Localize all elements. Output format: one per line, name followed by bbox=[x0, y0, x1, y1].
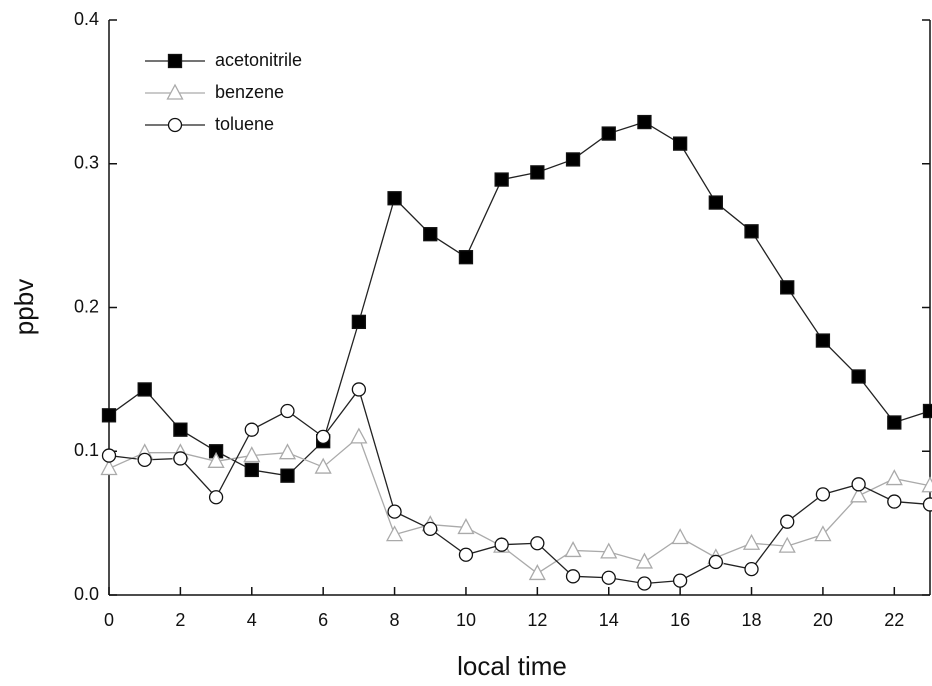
x-tick-label: 4 bbox=[247, 610, 257, 630]
marker bbox=[780, 514, 795, 529]
marker bbox=[137, 382, 152, 397]
marker bbox=[850, 486, 868, 503]
marker bbox=[494, 537, 509, 552]
x-tick-label: 14 bbox=[599, 610, 619, 630]
marker bbox=[887, 415, 902, 430]
y-axis-label: ppbv bbox=[9, 279, 39, 335]
marker bbox=[815, 333, 831, 348]
legend-marker bbox=[166, 83, 184, 100]
legend-label: acetonitrile bbox=[215, 50, 302, 70]
marker bbox=[173, 422, 188, 437]
marker bbox=[744, 561, 759, 577]
y-tick-label: 0.2 bbox=[74, 296, 99, 316]
series-line bbox=[108, 388, 931, 585]
y-tick-label: 0.4 bbox=[74, 9, 99, 29]
marker bbox=[173, 451, 188, 466]
marker bbox=[351, 382, 367, 397]
marker bbox=[423, 521, 438, 537]
marker bbox=[744, 224, 759, 239]
legend-marker bbox=[167, 117, 183, 133]
marker bbox=[814, 525, 832, 542]
marker bbox=[851, 369, 866, 384]
marker bbox=[101, 448, 117, 463]
marker bbox=[530, 165, 545, 180]
x-tick-label: 10 bbox=[456, 610, 476, 630]
marker bbox=[885, 469, 903, 486]
marker bbox=[778, 536, 796, 553]
marker bbox=[851, 477, 866, 492]
y-tick-label: 0.0 bbox=[74, 584, 99, 604]
marker bbox=[458, 547, 474, 562]
x-tick-label: 8 bbox=[390, 610, 400, 630]
marker bbox=[387, 191, 402, 206]
marker bbox=[565, 569, 581, 584]
marker bbox=[815, 487, 831, 502]
legend-label: toluene bbox=[215, 114, 274, 134]
marker bbox=[316, 429, 331, 445]
marker bbox=[601, 570, 616, 585]
marker bbox=[637, 576, 652, 591]
marker bbox=[637, 114, 652, 130]
marker bbox=[672, 136, 688, 151]
x-tick-label: 22 bbox=[884, 610, 904, 630]
marker bbox=[494, 172, 509, 187]
marker bbox=[350, 427, 368, 444]
marker bbox=[208, 490, 224, 505]
marker bbox=[922, 403, 932, 419]
marker bbox=[565, 152, 581, 167]
marker bbox=[278, 443, 297, 460]
x-tick-label: 20 bbox=[813, 610, 833, 630]
marker bbox=[742, 533, 761, 550]
marker bbox=[100, 459, 118, 476]
marker bbox=[137, 452, 152, 468]
marker bbox=[207, 451, 225, 468]
marker bbox=[708, 554, 723, 570]
marker bbox=[672, 573, 688, 588]
marker bbox=[921, 476, 932, 493]
x-axis-label: local time bbox=[457, 651, 567, 681]
marker bbox=[530, 536, 545, 551]
marker bbox=[922, 497, 932, 512]
marker bbox=[314, 457, 332, 474]
marker bbox=[423, 227, 438, 242]
legend-marker bbox=[167, 53, 183, 69]
x-tick-label: 0 bbox=[104, 610, 114, 630]
series-line bbox=[108, 435, 931, 575]
legend-label: benzene bbox=[215, 82, 284, 102]
marker bbox=[351, 314, 367, 330]
x-tick-label: 6 bbox=[318, 610, 328, 630]
marker bbox=[528, 564, 546, 581]
marker bbox=[601, 126, 616, 141]
marker bbox=[244, 422, 259, 437]
marker bbox=[600, 542, 618, 559]
y-tick-label: 0.3 bbox=[74, 153, 99, 173]
y-tick-label: 0.1 bbox=[74, 440, 99, 460]
marker bbox=[387, 504, 402, 519]
x-tick-label: 16 bbox=[670, 610, 690, 630]
marker bbox=[780, 280, 795, 295]
marker bbox=[457, 518, 475, 535]
marker bbox=[635, 552, 654, 569]
marker bbox=[458, 250, 474, 265]
marker bbox=[564, 541, 582, 558]
marker bbox=[280, 403, 295, 419]
marker bbox=[243, 446, 261, 463]
marker bbox=[887, 494, 902, 509]
marker bbox=[708, 195, 723, 210]
series-line bbox=[108, 121, 931, 477]
marker bbox=[280, 468, 295, 483]
marker bbox=[244, 462, 259, 478]
marker bbox=[101, 408, 117, 423]
x-tick-label: 2 bbox=[175, 610, 185, 630]
x-tick-label: 18 bbox=[742, 610, 762, 630]
marker bbox=[671, 528, 689, 545]
marker bbox=[385, 525, 404, 542]
x-tick-label: 12 bbox=[527, 610, 547, 630]
